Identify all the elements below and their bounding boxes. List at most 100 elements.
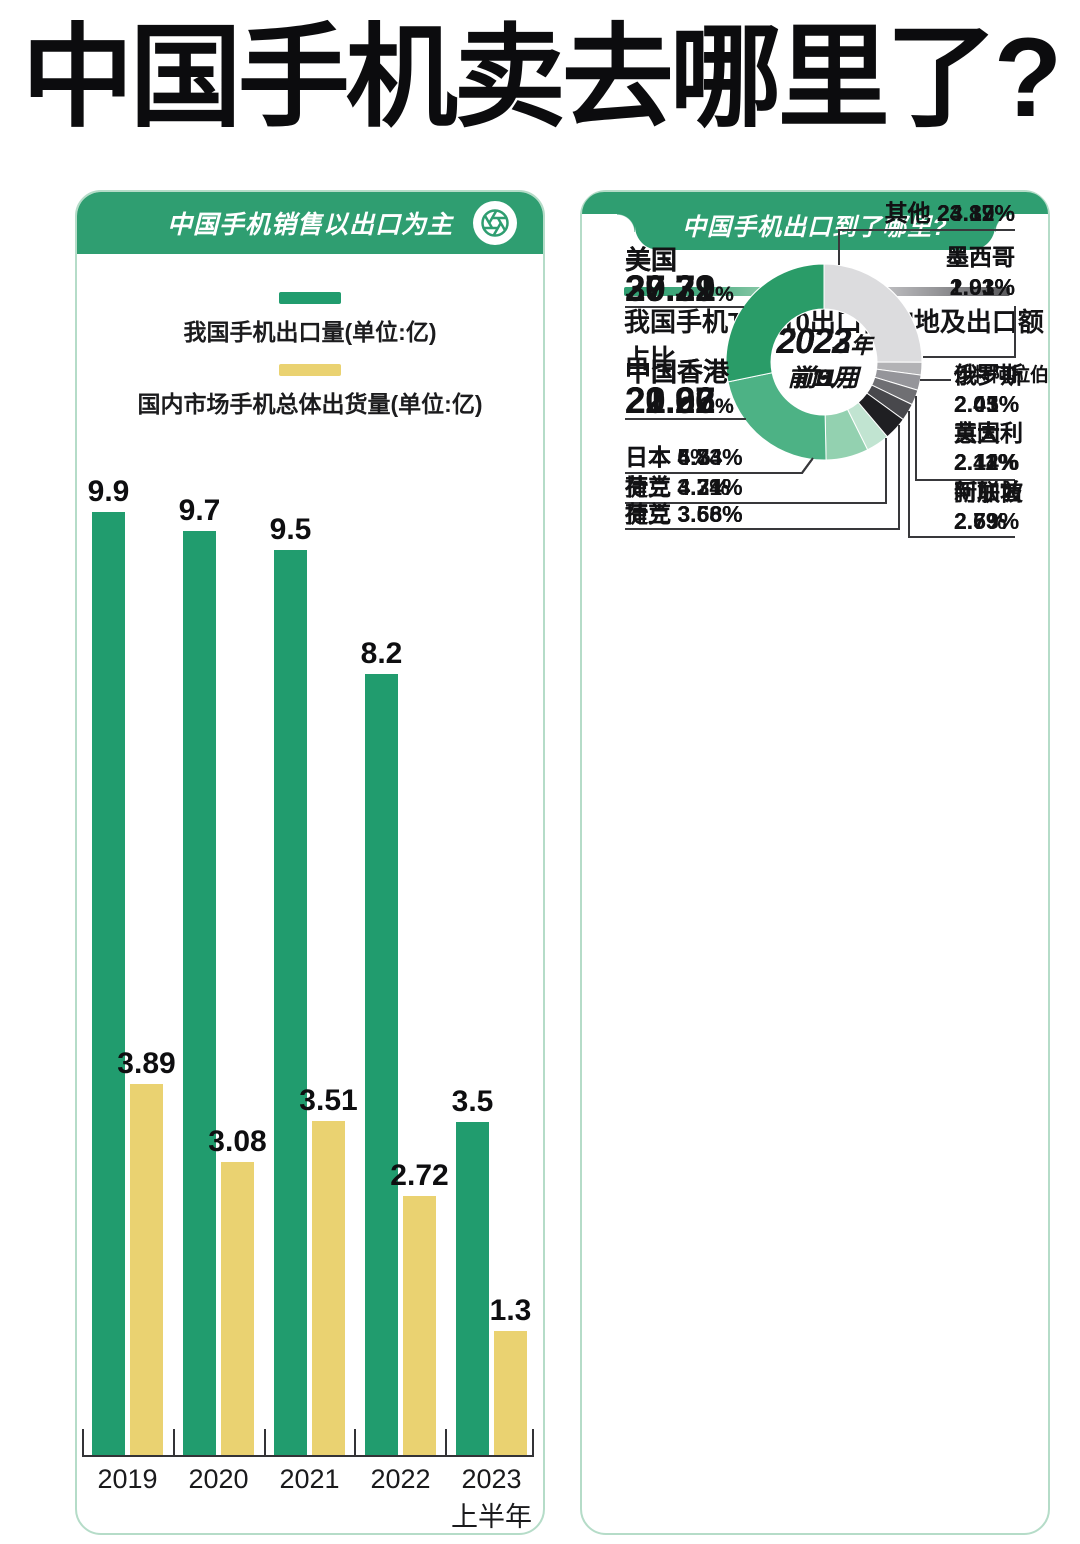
period-year-suffix: 年 [850,333,872,358]
donut-period-line2: 前11月 [787,365,861,392]
donut-label-name: 中国香港 [625,357,730,387]
export-bar-2022 [365,674,398,1455]
donut-label: 日本 6.74% [625,444,743,470]
donut-label: 其他 24.12% [884,200,1015,226]
export-bar-2019 [92,512,125,1455]
donut-period-line1: 2023年 [744,323,904,365]
domestic-bar-2019 [130,1084,163,1455]
period-year-suffix: 年 [850,333,872,358]
donut-label-value: 2.03% [949,274,1015,300]
donut-label-name: 墨西哥 [946,244,1015,270]
donut-label-value: 2.6% [954,508,1007,534]
donut-label-value: 2.03% [954,391,1020,417]
domestic-bar-2023 [494,1331,527,1455]
label-connector-line [908,411,1015,538]
donut-label-name: 美国 [625,245,678,275]
domestic-bar-2022 [403,1196,436,1455]
donut-label-name: 英国 [954,420,1000,446]
label-connector-line [625,425,900,530]
percent-sign: % [715,395,734,418]
donut-label-value: 22.62% [625,380,734,426]
donut-segment-美国 [725,263,825,383]
x-axis-label: 2019 [97,1464,158,1494]
donut-label: 荷兰 4.34% [625,474,743,500]
label-connector-line [625,438,887,504]
percent-value: 27.22 [625,268,716,309]
percent-sign: % [715,395,734,418]
percent-value: 20.96 [625,380,716,421]
donut-label: 日本 4.83% [625,444,743,470]
percent-value: 30.31 [625,268,716,309]
period-year: 2022 [776,322,852,361]
x-axis-tick [264,1429,266,1457]
period-year-suffix: 年 [850,333,872,358]
donut-label: 捷克 3.68% [625,501,743,527]
right-panel: 中国手机出口到了哪里? 我国手机TOP10出口目的地及出口额占比 2022年 前9… [580,190,1050,1535]
donut-chart [625,229,1016,538]
donut-label-value: 2.11% [954,449,1018,475]
header-fillet-left [617,214,635,232]
donut-label-name: 俄罗斯 [954,362,1023,388]
percent-value: 22.62 [625,380,716,421]
donut-label-name: 意大利 [954,420,1023,446]
legend-label: 我国手机出口量(单位:亿) [183,319,437,345]
donut-label-value: 2.59% [954,508,1020,534]
donut-label-name: 美国 [625,245,678,275]
donut-label: 其他 23.37% [884,200,1015,226]
donut-label-value: 27.22% [625,268,734,314]
donut-label-value: 2.41% [954,391,1020,417]
x-axis-label: 2021 [279,1464,340,1494]
donut-group: 2023年 前5月 美国 27.22% 中国香港 21.27% 日本 6.74% 捷克 3.7… [582,192,1052,582]
percent-sign: % [715,283,734,306]
right-panel-header-tab: 中国手机出口到了哪里? [635,192,995,250]
donut-label-name: 阿联酋 [954,479,1023,505]
donut-label-name: 中国香港 [625,357,730,387]
bar-value-label: 8.2 [360,637,403,670]
x-axis-tick [532,1429,534,1457]
donut-label-value: 21.27% [625,382,734,426]
donut-label-value: 2.05% [954,391,1020,417]
left-panel-header: 中国手机销售以出口为主 [77,192,543,254]
percent-sign: % [715,283,734,306]
period-year: 2022 [776,322,852,361]
page-title: 中国手机卖去哪里了? [21,15,1062,140]
percent-sign: % [715,395,734,418]
donut-label-name: 墨西哥 [946,244,1015,270]
right-panel-title: 中国手机出口到了哪里? [682,213,948,241]
donut-period-line2: 前9月 [793,365,855,392]
bar-chart: 9.9 9.7 9.5 8.2 3.5 3.89 3.08 3.51 2.72 1.3 2019 20… [77,192,543,1533]
percent-value: 29.79 [625,268,716,309]
domestic-bar-2021 [312,1121,345,1455]
donut-label-name: 墨西哥 [946,244,1015,270]
legend-swatch-green [278,292,341,304]
legend-swatch-yellow [278,364,341,376]
donut-label: 荷兰 3.68% [625,501,743,527]
label-connector-line [625,457,814,474]
donut-label-value: 30.31% [625,268,734,314]
header-fillet-right [995,214,1013,232]
bar-value-label: 3.5 [451,1085,494,1118]
legend-label: 国内市场手机总体出货量(单位:亿) [137,391,483,417]
x-axis-label: 2023 [461,1464,522,1494]
donut-label-value: 1.91% [949,274,1015,300]
x-axis-tick [445,1429,447,1457]
x-axis-label: 2022 [370,1464,431,1494]
donut-label: 日本 5% [625,444,711,470]
left-panel-title: 中国手机销售以出口为主 [166,211,453,239]
bar-value-label: 9.5 [269,513,312,546]
export-bar-2023 [456,1122,489,1455]
x-axis-line [82,1455,532,1457]
donut-label-value: 29.79% [625,268,734,314]
domestic-bar-2020 [221,1162,254,1455]
donut-label-value: 2.42% [954,449,1020,475]
section-subtitle: 我国手机TOP10出口目的地及出口额占比 [624,307,1044,374]
x-axis-tick [82,1429,84,1457]
bar-value-label: 3.51 [299,1084,358,1117]
legend-item-exports: 我国手机出口量(单位:亿) [183,292,437,347]
x-axis-tick [173,1429,175,1457]
legend-item-domestic: 国内市场手机总体出货量(单位:亿) [137,364,483,419]
x-axis-sublabel: 上半年 [451,1502,532,1532]
label-connector-line [923,306,1016,358]
donut-period-line1: 2022年 [744,323,904,365]
